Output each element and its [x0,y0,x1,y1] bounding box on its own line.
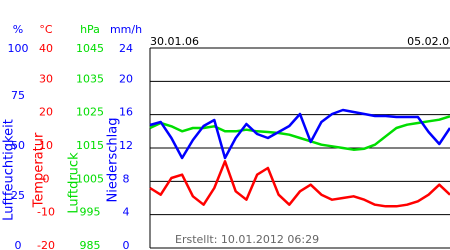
y-tick-label: 20 [39,106,53,119]
y-tick-label: 995 [80,206,101,219]
y-tick-label: 1045 [76,42,104,55]
x-tick-label: 30.01.06 [150,35,199,48]
y-tick-label: 4 [123,206,130,219]
y-tick-label: 12 [119,139,133,152]
series-line [149,108,450,160]
y-tick-label: 10 [39,139,53,152]
x-tick-label: 05.02.06 [407,35,450,48]
y-tick-label: 25 [11,189,25,202]
series-line [149,160,450,208]
y-tick-label: 100 [8,42,29,55]
axis-title: Niederschlag [106,118,121,203]
footer: Erstellt: 10.01.2012 06:29 [175,233,319,246]
axis-unit: °C [39,23,53,36]
y-tick-label: 50 [11,139,25,152]
y-tick-label: -10 [37,206,55,219]
y-tick-label: 985 [80,239,101,250]
y-tick-label: 30 [39,72,53,85]
axis-unit: % [13,23,23,36]
series-line [149,115,450,151]
y-tick-label: 1015 [76,139,104,152]
y-tick-label: 1025 [76,106,104,119]
axis-unit: mm/h [110,23,142,36]
axis-title: Luftdruck [67,152,82,214]
axis-title: Temperatur [32,132,47,208]
y-tick-label: 0 [123,239,130,250]
y-tick-label: 16 [119,106,133,119]
axis-title: Luftfeuchtigkeit [2,119,17,221]
y-tick-label: 20 [119,72,133,85]
axis-unit: hPa [80,23,100,36]
y-tick-label: 1005 [76,172,104,185]
y-tick-label: 24 [119,42,133,55]
y-tick-label: -20 [37,239,55,250]
y-tick-label: 75 [11,89,25,102]
y-tick-label: 0 [15,239,22,250]
y-tick-label: 0 [43,172,50,185]
y-tick-label: 40 [39,42,53,55]
y-tick-label: 1035 [76,72,104,85]
y-tick-label: 8 [123,172,130,185]
